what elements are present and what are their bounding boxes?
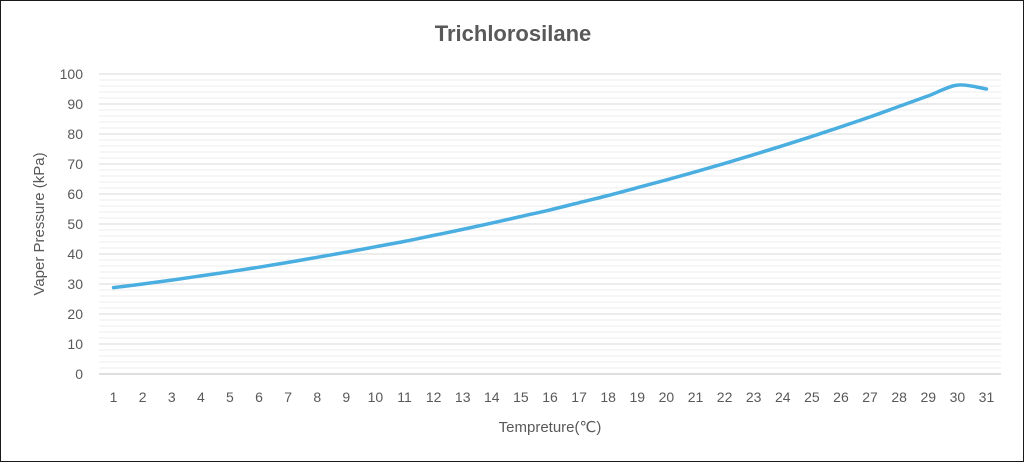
y-tick-label: 60 <box>67 186 83 202</box>
y-tick-label: 40 <box>67 246 83 262</box>
x-tick-label: 12 <box>426 389 442 405</box>
x-tick-label: 6 <box>255 389 263 405</box>
x-tick-label: 13 <box>455 389 471 405</box>
y-tick-label: 90 <box>67 96 83 112</box>
x-tick-label: 31 <box>979 389 995 405</box>
x-tick-label: 21 <box>688 389 704 405</box>
x-tick-label: 11 <box>397 389 412 405</box>
y-tick-label: 100 <box>60 66 84 82</box>
x-tick-label: 22 <box>717 389 733 405</box>
x-tick-label: 1 <box>110 389 118 405</box>
x-tick-label: 7 <box>284 389 292 405</box>
y-tick-label: 10 <box>67 336 83 352</box>
x-tick-label: 25 <box>804 389 820 405</box>
y-axis-label: Vaper Pressure (kPa) <box>31 152 48 295</box>
x-tick-label: 16 <box>542 389 558 405</box>
x-tick-label: 5 <box>226 389 234 405</box>
x-tick-label: 30 <box>950 389 966 405</box>
x-tick-label: 3 <box>168 389 176 405</box>
x-tick-label: 26 <box>833 389 849 405</box>
x-tick-label: 27 <box>862 389 878 405</box>
x-tick-label: 17 <box>571 389 587 405</box>
y-tick-label: 50 <box>67 216 83 232</box>
y-axis-ticks: 0 10 20 30 40 50 60 70 80 90 100 <box>60 66 84 382</box>
x-tick-label: 4 <box>197 389 205 405</box>
y-tick-label: 20 <box>67 306 83 322</box>
x-tick-label: 18 <box>600 389 616 405</box>
x-tick-label: 19 <box>630 389 646 405</box>
x-axis-label: Tempreture(℃) <box>499 419 602 436</box>
x-tick-label: 9 <box>342 389 350 405</box>
x-axis-ticks: 1 2 3 4 5 6 7 8 9 10 11 12 13 14 15 16 17 18 19 20 21 22 23 24 2… <box>110 389 995 405</box>
gridlines <box>99 73 1001 375</box>
series-layer <box>111 83 989 290</box>
y-tick-label: 70 <box>67 156 83 172</box>
x-tick-label: 14 <box>484 389 500 405</box>
x-tick-label: 8 <box>313 389 321 405</box>
x-tick-label: 28 <box>891 389 907 405</box>
x-tick-label: 29 <box>920 389 936 405</box>
series-line <box>111 83 989 290</box>
x-tick-label: 23 <box>746 389 762 405</box>
y-tick-label: 0 <box>75 366 83 382</box>
x-tick-label: 20 <box>659 389 675 405</box>
chart-title: Trichlorosilane <box>435 21 592 46</box>
x-tick-label: 24 <box>775 389 791 405</box>
y-tick-label: 80 <box>67 126 83 142</box>
y-tick-label: 30 <box>67 276 83 292</box>
x-tick-label: 10 <box>368 389 384 405</box>
x-tick-label: 2 <box>139 389 147 405</box>
x-tick-label: 15 <box>513 389 529 405</box>
